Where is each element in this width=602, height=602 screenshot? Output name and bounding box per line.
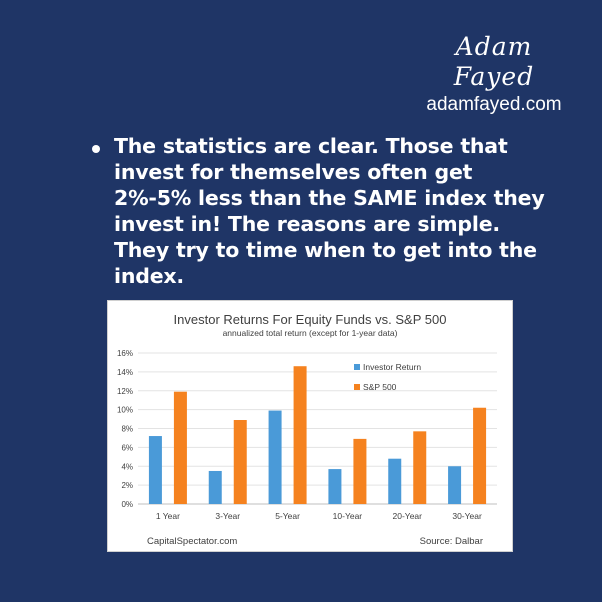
chart-panel: Investor Returns For Equity Funds vs. S&… <box>107 300 513 552</box>
y-tick-label: 10% <box>117 406 133 415</box>
bullet-point: The statistics are clear. Those that inv… <box>92 133 552 289</box>
bar-investor-return <box>268 410 282 504</box>
y-tick-label: 0% <box>121 500 133 509</box>
x-tick-label: 5-Year <box>275 511 300 521</box>
bar-investor-return <box>388 458 402 504</box>
bar-chart: Investor Returns For Equity Funds vs. S&… <box>107 300 513 552</box>
x-tick-label: 20-Year <box>393 511 423 521</box>
y-tick-label: 8% <box>121 425 133 434</box>
website-url: adamfayed.com <box>426 94 562 115</box>
bar-investor-return <box>208 470 222 504</box>
y-tick-label: 4% <box>121 462 133 471</box>
y-tick-label: 16% <box>117 349 133 358</box>
chart-footer-right: Source: Dalbar <box>420 536 483 547</box>
legend: Investor Return S&P 500 <box>354 362 421 392</box>
legend-label: Investor Return <box>363 362 421 372</box>
x-tick-label: 1 Year <box>156 511 180 521</box>
bar-sp500 <box>293 366 307 504</box>
signature-logo: Adam Fayed <box>453 32 535 91</box>
x-axis-ticks: 1 Year 3-Year 5-Year 10-Year 20-Year 30-Year <box>156 511 482 521</box>
y-tick-label: 2% <box>121 481 133 490</box>
bullet-dot-icon <box>92 145 100 153</box>
bars <box>148 366 487 504</box>
bar-investor-return <box>448 466 462 504</box>
x-tick-label: 10-Year <box>333 511 363 521</box>
legend-label: S&P 500 <box>363 382 397 392</box>
bar-sp500 <box>353 438 367 504</box>
bullet-text: The statistics are clear. Those that inv… <box>114 134 545 288</box>
x-tick-label: 3-Year <box>215 511 240 521</box>
y-tick-label: 6% <box>121 443 133 452</box>
bar-sp500 <box>173 391 187 504</box>
y-tick-label: 14% <box>117 368 133 377</box>
grid-lines <box>138 352 497 505</box>
y-tick-label: 12% <box>117 387 133 396</box>
bar-sp500 <box>233 420 247 504</box>
legend-swatch <box>354 364 360 370</box>
chart-title: Investor Returns For Equity Funds vs. S&… <box>174 312 447 327</box>
chart-subtitle: annualized total return (except for 1-ye… <box>223 328 398 338</box>
bar-investor-return <box>328 469 342 504</box>
y-axis-ticks: 0% 2% 4% 6% 8% 10% 12% 14% 16% <box>117 349 133 509</box>
bar-sp500 <box>473 407 487 504</box>
bar-investor-return <box>148 436 162 504</box>
x-tick-label: 30-Year <box>452 511 482 521</box>
legend-swatch <box>354 384 360 390</box>
bar-sp500 <box>413 431 427 504</box>
brand-logo: Adam Fayed adamfayed.com <box>424 32 564 116</box>
chart-footer-left: CapitalSpectator.com <box>147 536 237 547</box>
